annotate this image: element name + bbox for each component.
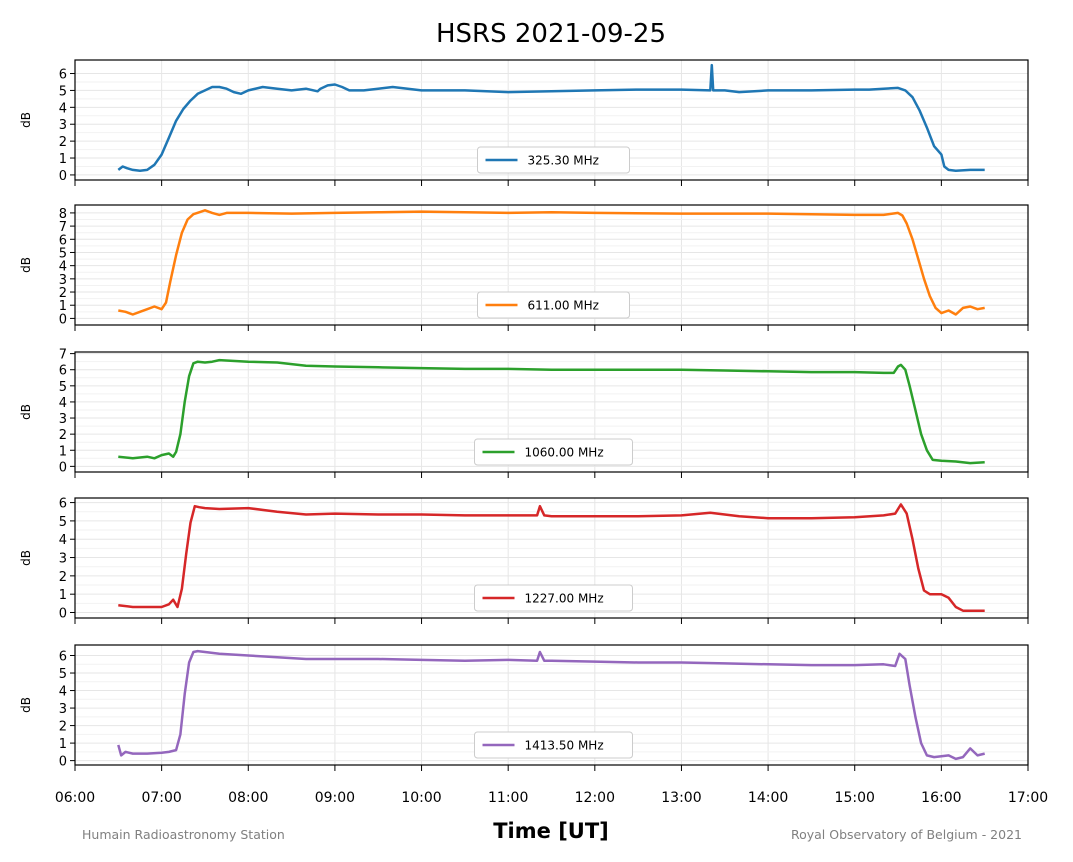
footer-right: Royal Observatory of Belgium - 2021 (791, 827, 1022, 842)
x-tick-label: 10:00 (401, 790, 441, 806)
footer-left: Humain Radioastronomy Station (82, 827, 285, 842)
x-tick-label: 16:00 (921, 790, 961, 806)
y-tick-label: 1 (59, 737, 67, 752)
legend-label: 1227.00 MHz (525, 592, 604, 606)
x-tick-label: 08:00 (228, 790, 268, 806)
series-line (117, 649, 986, 761)
x-tick-label: 15:00 (835, 790, 875, 806)
series-line (118, 503, 985, 612)
y-tick-label: 4 (59, 396, 67, 411)
y-tick-label: 3 (59, 702, 67, 717)
y-tick-label: 4 (59, 260, 67, 275)
y-tick-label: 2 (59, 570, 67, 585)
panel-4: 0 1 2 3 4 5 6 dB 1227.00 MHz (19, 497, 1029, 624)
y-tick-label: 7 (59, 220, 67, 235)
x-tick-labels: 06:00 07:00 08:00 09:00 10:00 11:00 12:00 13:00… (55, 790, 1048, 806)
legend-box (474, 731, 633, 759)
legend-box (474, 584, 633, 612)
y-tick-label: 3 (59, 118, 67, 133)
y-tick-label: 5 (59, 515, 67, 530)
x-tick-label: 14:00 (748, 790, 788, 806)
y-tick-label: 2 (59, 286, 67, 301)
y-axis-label: dB (19, 257, 33, 273)
y-tick-label: 7 (59, 348, 67, 363)
y-tick-label: 2 (59, 428, 67, 443)
legend-label: 1060.00 MHz (525, 446, 604, 460)
x-tick-label: 17:00 (1008, 790, 1048, 806)
y-tick-label: 6 (59, 650, 67, 665)
x-tick-label: 13:00 (661, 790, 701, 806)
legend: 1413.50 MHz (474, 731, 633, 759)
legend-label: 325.30 MHz (528, 154, 599, 168)
x-tick-label: 09:00 (315, 790, 355, 806)
y-axis-label: dB (19, 112, 33, 128)
legend: 611.00 MHz (477, 291, 630, 319)
series-line (118, 358, 985, 465)
axes-frame (74, 204, 1029, 326)
y-tick-label: 1 (59, 588, 67, 603)
y-tick-label: 2 (59, 135, 67, 150)
axes-frame (74, 59, 1029, 181)
y-axis-label: dB (19, 697, 33, 713)
y-tick-label: 2 (59, 720, 67, 735)
y-tick-label: 0 (59, 169, 67, 184)
y-tick-label: 0 (59, 312, 67, 327)
y-tick-label: 3 (59, 273, 67, 288)
x-tick-label: 06:00 (55, 790, 95, 806)
axes-frame (74, 644, 1029, 766)
y-tick-label: 5 (59, 667, 67, 682)
y-tick-label: 5 (59, 246, 67, 261)
legend-box (474, 438, 633, 466)
legend-label: 1413.50 MHz (525, 739, 604, 753)
y-tick-label: 4 (59, 685, 67, 700)
x-tick-label: 12:00 (575, 790, 615, 806)
legend-label: 611.00 MHz (528, 299, 599, 313)
y-tick-label: 5 (59, 84, 67, 99)
y-tick-label: 0 (59, 755, 67, 770)
y-tick-label: 1 (59, 299, 67, 314)
y-tick-label: 8 (59, 207, 67, 222)
panel-1: 0 1 2 3 4 56 dB 325.30 MHz (19, 59, 1029, 186)
y-axis-label: dB (19, 404, 33, 420)
y-tick-label: 6 (59, 364, 67, 379)
x-tick-label: 07:00 (141, 790, 181, 806)
legend: 1227.00 MHz (474, 584, 633, 612)
y-tick-label: 6 (59, 497, 67, 512)
x-axis-label: Time [UT] (493, 819, 609, 843)
y-tick-label: 4 (59, 533, 67, 548)
series-line (117, 63, 985, 172)
y-tick-label: 5 (59, 380, 67, 395)
legend: 1060.00 MHz (474, 438, 633, 466)
series-line (118, 209, 985, 316)
y-tick-label: 6 (59, 68, 67, 83)
y-tick-label: 3 (59, 552, 67, 567)
y-tick-label: 1 (59, 444, 67, 459)
panel-5: 0 1 2 3 4 5 6 dB 1413.50 MHz (19, 644, 1029, 771)
legend-box (477, 146, 630, 174)
y-tick-label: 0 (59, 607, 67, 622)
legend: 325.30 MHz (477, 146, 630, 174)
legend-box (477, 291, 630, 319)
x-tick-label: 11:00 (488, 790, 528, 806)
y-tick-label: 1 (59, 152, 67, 167)
y-tick-label: 6 (59, 233, 67, 248)
y-tick-label: 4 (59, 101, 67, 116)
y-tick-label: 0 (59, 460, 67, 475)
axes-frame (74, 351, 1029, 473)
grid (74, 645, 1029, 765)
grid (74, 498, 1029, 618)
chart-title: HSRS 2021-09-25 (436, 19, 666, 49)
y-tick-label: 3 (59, 412, 67, 427)
y-axis-label: dB (19, 550, 33, 566)
